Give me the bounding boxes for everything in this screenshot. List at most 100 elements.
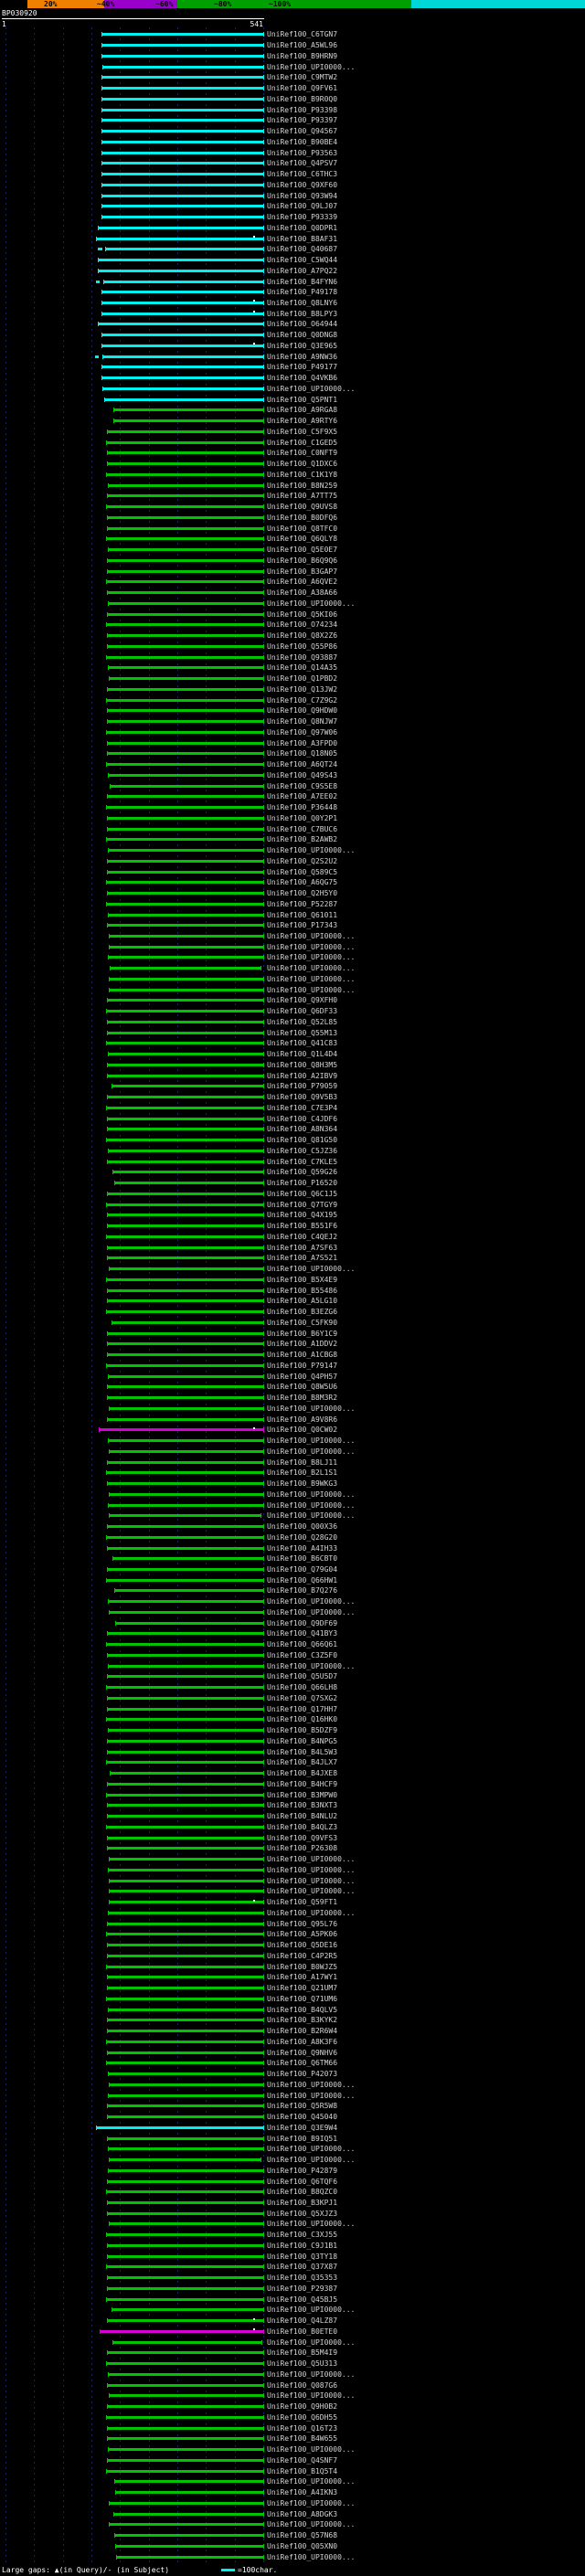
hit-bar[interactable] <box>107 665 265 671</box>
hit-accession-label[interactable]: UniRef100_Q6DF33 <box>267 1007 338 1016</box>
hit-accession-label[interactable]: UniRef100_Q94567 <box>267 127 338 136</box>
hit-accession-label[interactable]: UniRef100_UPI0000... <box>267 62 356 71</box>
hit-bar[interactable] <box>107 708 264 714</box>
hit-accession-label[interactable]: UniRef100_C3Z5F0 <box>267 1650 338 1659</box>
hit-accession-label[interactable]: UniRef100_B3MPW0 <box>267 1790 338 1799</box>
hit-bar[interactable] <box>105 579 265 585</box>
hit-accession-label[interactable]: UniRef100_C6THC3 <box>267 170 338 179</box>
hit-accession-label[interactable]: UniRef100_UPI0000... <box>267 931 356 940</box>
hit-accession-label[interactable]: UniRef100_Q41BY3 <box>267 1629 338 1638</box>
hit-accession-label[interactable]: UniRef100_Q37X87 <box>267 2263 338 2272</box>
hit-accession-label[interactable]: UniRef100_Q1L4D4 <box>267 1050 338 1059</box>
hit-accession-label[interactable]: UniRef100_UPI0000... <box>267 1865 356 1874</box>
hit-accession-label[interactable]: UniRef100_Q0CW02 <box>267 1426 338 1435</box>
hit-accession-label[interactable]: UniRef100_Q4SNF7 <box>267 2455 338 2465</box>
hit-bar[interactable] <box>108 1267 265 1272</box>
hit-accession-label[interactable]: UniRef100_Q9DF69 <box>267 1618 338 1627</box>
hit-accession-label[interactable]: UniRef100_B3NXT3 <box>267 1801 338 1810</box>
hit-bar[interactable] <box>107 1695 264 1701</box>
hit-accession-label[interactable]: UniRef100_Q59G26 <box>267 1168 338 1177</box>
hit-bar[interactable] <box>109 1448 264 1454</box>
hit-accession-label[interactable]: UniRef100_Q79G04 <box>267 1564 338 1574</box>
hit-accession-label[interactable]: UniRef100_UPI0000... <box>267 974 356 983</box>
hit-bar[interactable] <box>108 1599 264 1605</box>
hit-accession-label[interactable]: UniRef100_A7SF63 <box>267 1243 338 1252</box>
hit-bar[interactable] <box>106 1362 264 1368</box>
hit-bar[interactable] <box>107 1975 264 1980</box>
hit-bar[interactable] <box>105 504 265 510</box>
hit-bar[interactable] <box>106 472 264 477</box>
hit-bar[interactable] <box>107 1545 264 1551</box>
hit-accession-label[interactable]: UniRef100_Q45BJ5 <box>267 2295 338 2304</box>
hit-bar[interactable] <box>105 1577 265 1583</box>
hit-bar[interactable] <box>101 32 264 37</box>
hit-accession-label[interactable]: UniRef100_UPI0000... <box>267 1500 356 1510</box>
hit-bar[interactable] <box>107 1943 264 1948</box>
hit-accession-label[interactable]: UniRef100_Q41C83 <box>267 1039 338 1048</box>
hit-accession-label[interactable]: UniRef100_Q61011 <box>267 910 338 919</box>
hit-bar[interactable] <box>101 172 264 177</box>
hit-bar[interactable] <box>108 1889 265 1894</box>
hit-accession-label[interactable]: UniRef100_Q9NHV6 <box>267 2048 338 2057</box>
hit-bar[interactable] <box>106 2285 265 2291</box>
hit-bar[interactable] <box>105 1105 265 1110</box>
hit-accession-label[interactable]: UniRef100_C4P2R5 <box>267 1951 338 1960</box>
hit-accession-label[interactable]: UniRef100_UPI0000... <box>267 964 356 973</box>
hit-accession-label[interactable]: UniRef100_UPI0000... <box>267 985 356 994</box>
hit-accession-label[interactable]: UniRef100_A7S521 <box>267 1254 338 1263</box>
hit-bar[interactable] <box>106 1299 265 1304</box>
hit-accession-label[interactable]: UniRef100_B2L1S1 <box>267 1468 338 1478</box>
hit-bar[interactable] <box>112 2339 263 2345</box>
hit-accession-label[interactable]: UniRef100_B3KYK2 <box>267 2016 338 2025</box>
hit-bar[interactable] <box>105 729 265 735</box>
hit-bar[interactable] <box>106 1534 264 1540</box>
hit-bar[interactable] <box>106 2253 265 2259</box>
hit-bar[interactable] <box>106 2414 264 2420</box>
hit-accession-label[interactable]: UniRef100_Q18N05 <box>267 749 338 758</box>
hit-bar[interactable] <box>106 1459 265 1465</box>
hit-bar[interactable] <box>106 1642 264 1648</box>
hit-bar[interactable] <box>106 901 264 906</box>
hit-bar[interactable] <box>108 976 265 981</box>
hit-accession-label[interactable]: UniRef100_B8LJ11 <box>267 1458 338 1467</box>
hit-bar[interactable] <box>109 1513 262 1519</box>
hit-bar[interactable] <box>107 2007 265 2012</box>
hit-accession-label[interactable]: UniRef100_C4QEJ2 <box>267 1232 338 1241</box>
hit-bar[interactable] <box>106 1953 265 1958</box>
hit-accession-label[interactable]: UniRef100_A5LG10 <box>267 1297 338 1306</box>
hit-accession-label[interactable]: UniRef100_P42073 <box>267 2070 338 2079</box>
hit-bar[interactable] <box>108 1867 264 1872</box>
hit-accession-label[interactable]: UniRef100_A9V8R6 <box>267 1415 338 1424</box>
hit-bar[interactable] <box>101 193 264 198</box>
hit-accession-label[interactable]: UniRef100_P42879 <box>267 2166 338 2175</box>
hit-accession-label[interactable]: UniRef100_Q59FT1 <box>267 1898 338 1907</box>
hit-bar[interactable] <box>105 1824 265 1829</box>
hit-accession-label[interactable]: UniRef100_Q2H5Y0 <box>267 889 338 898</box>
hit-bar[interactable] <box>106 1202 264 1207</box>
hit-accession-label[interactable]: UniRef100_B8QZC0 <box>267 2188 338 2197</box>
hit-accession-label[interactable]: UniRef100_A8N364 <box>267 1125 338 1134</box>
hit-accession-label[interactable]: UniRef100_Q6C1J5 <box>267 1189 338 1198</box>
hit-bar[interactable] <box>106 923 265 928</box>
hit-accession-label[interactable]: UniRef100_B4HCF9 <box>267 1779 338 1788</box>
hit-bar[interactable] <box>106 2178 265 2184</box>
hit-bar[interactable] <box>109 1878 264 1883</box>
hit-accession-label[interactable]: UniRef100_Q13JW2 <box>267 684 338 694</box>
hit-accession-label[interactable]: UniRef100_Q6TM66 <box>267 2059 338 2068</box>
hit-accession-label[interactable]: UniRef100_UPI0000... <box>267 1876 356 1885</box>
hit-bar[interactable] <box>107 1245 264 1250</box>
hit-bar[interactable] <box>116 2554 264 2560</box>
hit-accession-label[interactable]: UniRef100_B2AWB2 <box>267 835 338 844</box>
hit-accession-label[interactable]: UniRef100_Q7SXG2 <box>267 1693 338 1702</box>
hit-accession-label[interactable]: UniRef100_P93339 <box>267 213 338 222</box>
hit-bar[interactable] <box>108 933 265 938</box>
hit-accession-label[interactable]: UniRef100_Q66LH8 <box>267 1683 338 1692</box>
hit-accession-label[interactable]: UniRef100_Q3E9W4 <box>267 2123 338 2132</box>
hit-accession-label[interactable]: UniRef100_A38A66 <box>267 588 338 598</box>
hit-bar[interactable] <box>101 215 264 220</box>
hit-accession-label[interactable]: UniRef100_Q0DNG8 <box>267 331 338 340</box>
hit-accession-label[interactable]: UniRef100_B5M4I9 <box>267 2348 338 2358</box>
hit-accession-label[interactable]: UniRef100_UPI0000... <box>267 2337 356 2347</box>
hit-accession-label[interactable]: UniRef100_B4FYN6 <box>267 277 338 286</box>
hit-bar[interactable] <box>106 590 265 596</box>
